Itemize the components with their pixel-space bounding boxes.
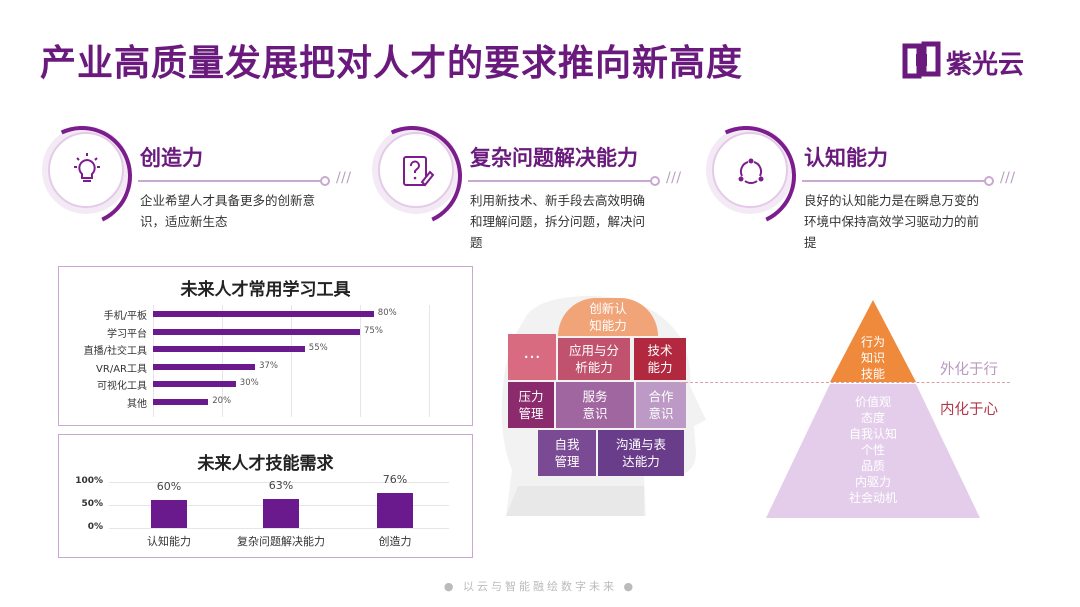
tile-service: 服务 意识	[556, 382, 634, 428]
tile-more: ···	[508, 334, 556, 380]
tile-innovation: 创新认 知能力	[558, 298, 658, 336]
decor-slashes: / / /	[336, 170, 351, 186]
bar-value: 30%	[239, 378, 259, 388]
outer-label: 外化于行	[940, 362, 998, 378]
bar	[153, 311, 374, 317]
bar	[151, 500, 187, 528]
chart-gridline	[153, 305, 154, 417]
lightbulb-icon	[74, 153, 100, 182]
bar-value: 75%	[364, 325, 383, 336]
bar-label: 其他	[127, 398, 147, 410]
bar	[153, 398, 209, 405]
bar-value: 76%	[382, 473, 408, 487]
tile-stress: 压力 管理	[508, 382, 554, 428]
chart-gridline	[360, 305, 361, 417]
bar-category: 复杂问题解决能力	[237, 535, 325, 548]
bar-value: 20%	[212, 395, 232, 406]
cycle-icon	[738, 158, 764, 184]
bar	[377, 493, 413, 528]
chart-title: 未来人才技能需求	[197, 454, 334, 474]
logo-text: 紫光云	[946, 50, 1025, 80]
bar-category: 认知能力	[147, 535, 191, 548]
chart-gridline	[109, 482, 449, 483]
feature-desc: 利用新技术、新手段去高效明确和理解问题，拆分问题，解决问题	[470, 193, 646, 250]
feature-divider	[802, 176, 994, 186]
feature-divider	[468, 176, 660, 186]
pyramid-top-text: 行为 知识 技能	[860, 335, 885, 381]
chart-title: 未来人才常用学习工具	[180, 280, 351, 300]
y-tick: 100%	[75, 476, 103, 486]
iceberg-waterline	[680, 382, 1010, 383]
decor-slashes: / / /	[1000, 170, 1015, 186]
pyramid-bottom-list: 价值观态度自我认知个性品质内驱力社会动机	[833, 394, 913, 506]
feature-creativity: 创造力 / / / 企业希望人才具备更多的创新意识，适应新生态	[48, 132, 368, 262]
chart-gridline	[222, 305, 223, 417]
page-title: 产业高质量发展把对人才的要求推向新高度	[40, 43, 744, 84]
feature-title: 认知能力	[804, 146, 888, 170]
tile-self-management: 自我 管理	[538, 430, 596, 476]
bar-value: 63%	[268, 479, 294, 493]
chart-gridline	[109, 528, 449, 529]
logo: 紫光云	[902, 40, 1052, 84]
tile-analysis: 应用与分 析能力	[558, 338, 630, 380]
feature-title: 复杂问题解决能力	[470, 146, 638, 170]
bar-value: 55%	[308, 343, 328, 353]
pyramid-item: 内驱力	[854, 475, 891, 489]
bar-label: 学习平台	[107, 328, 147, 340]
tile-tech: 技术 能力	[634, 338, 686, 380]
skills-demand-chart: 未来人才技能需求 100% 50% 0% 60% 认知能力 63% 复杂问题解决能力 76% 创…	[58, 434, 473, 558]
feature-cognition: 认知能力 / / / 良好的认知能力是在瞬息万变的环境中保持高效学习驱动力的前提	[712, 132, 1032, 262]
chart-gridline	[291, 305, 292, 417]
feature-divider	[138, 176, 330, 186]
bar	[153, 381, 236, 387]
decor-slashes: / / /	[666, 170, 681, 186]
bar-value: 37%	[259, 360, 279, 371]
bar-category: 创造力	[378, 535, 412, 548]
footer-slogan: ● 以云与智能融绘数字未来 ●	[443, 580, 637, 593]
chart-gridline	[429, 305, 430, 417]
pyramid-item: 社会动机	[848, 491, 897, 505]
tile-communication: 沟通与表 达能力	[598, 430, 684, 476]
unis-logo-icon	[902, 41, 941, 79]
bar-label: VR/AR工具	[96, 363, 147, 375]
feature-icon-ring	[48, 132, 124, 208]
bar-label: 手机/平板	[103, 311, 147, 322]
feature-icon-ring	[712, 132, 788, 208]
bar	[153, 346, 305, 352]
bar	[263, 499, 299, 528]
question-note-icon	[403, 156, 435, 187]
head-puzzle-diagram: 创新认 知能力 ··· 应用与分 析能力 技术 能力 压力 管理 服务 意识 合…	[494, 290, 714, 522]
y-tick: 50%	[81, 499, 103, 509]
tile-cooperation: 合作 意识	[636, 382, 686, 428]
pyramid-item: 价值观	[854, 395, 891, 409]
pyramid-item: 个性	[860, 443, 885, 457]
bar-value: 80%	[377, 308, 397, 318]
pyramid-item: 品质	[860, 459, 885, 473]
feature-icon-ring	[378, 132, 454, 208]
bar-value: 60%	[156, 480, 182, 494]
inner-label: 内化于心	[940, 402, 998, 418]
bar	[153, 328, 360, 335]
feature-title: 创造力	[140, 146, 203, 170]
feature-desc: 良好的认知能力是在瞬息万变的环境中保持高效学习驱动力的前提	[804, 193, 980, 250]
bar-label: 可视化工具	[97, 381, 147, 392]
bar	[153, 363, 256, 370]
pyramid-item: 态度	[860, 411, 885, 425]
bar-label: 直播/社交工具	[83, 346, 147, 357]
learning-tools-chart: 未来人才常用学习工具 手机/平板 80% 学习平台 75% 直播/社交工具 55% VR/A…	[58, 266, 473, 426]
y-tick: 0%	[87, 522, 103, 532]
feature-problem-solving: 复杂问题解决能力 / / / 利用新技术、新手段去高效明确和理解问题，拆分问题，…	[378, 132, 698, 262]
competency-pyramid: 行为 知识 技能 价值观态度自我认知个性品质内驱力社会动机	[766, 300, 980, 518]
feature-desc: 企业希望人才具备更多的创新意识，适应新生态	[140, 193, 316, 229]
pyramid-item: 自我认知	[848, 427, 897, 441]
pyramid-shape	[766, 300, 980, 518]
